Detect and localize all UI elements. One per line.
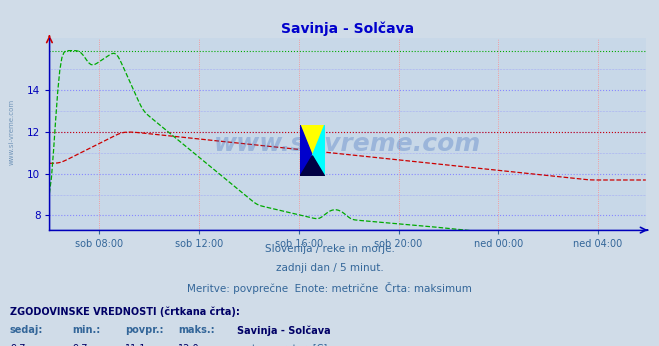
Text: www.si-vreme.com: www.si-vreme.com	[9, 98, 14, 165]
Text: maks.:: maks.:	[178, 325, 215, 335]
Text: 9,7: 9,7	[72, 344, 88, 346]
Polygon shape	[312, 125, 325, 176]
Text: Meritve: povprečne  Enote: metrične  Črta: maksimum: Meritve: povprečne Enote: metrične Črta:…	[187, 282, 472, 294]
Text: 11,1: 11,1	[125, 344, 147, 346]
Title: Savinja - Solčava: Savinja - Solčava	[281, 21, 415, 36]
Text: Slovenija / reke in morje.: Slovenija / reke in morje.	[264, 244, 395, 254]
Polygon shape	[300, 125, 312, 176]
Polygon shape	[300, 156, 325, 176]
Text: sedaj:: sedaj:	[10, 325, 43, 335]
Text: Savinja - Solčava: Savinja - Solčava	[237, 325, 331, 336]
Text: zadnji dan / 5 minut.: zadnji dan / 5 minut.	[275, 263, 384, 273]
Text: povpr.:: povpr.:	[125, 325, 163, 335]
Text: www.si-vreme.com: www.si-vreme.com	[214, 132, 481, 156]
Text: ZGODOVINSKE VREDNOSTI (črtkana črta):: ZGODOVINSKE VREDNOSTI (črtkana črta):	[10, 306, 240, 317]
Text: 12,0: 12,0	[178, 344, 200, 346]
Text: 9,7: 9,7	[10, 344, 26, 346]
Text: min.:: min.:	[72, 325, 101, 335]
Polygon shape	[300, 125, 325, 156]
Text: temperatura[C]: temperatura[C]	[252, 344, 328, 346]
